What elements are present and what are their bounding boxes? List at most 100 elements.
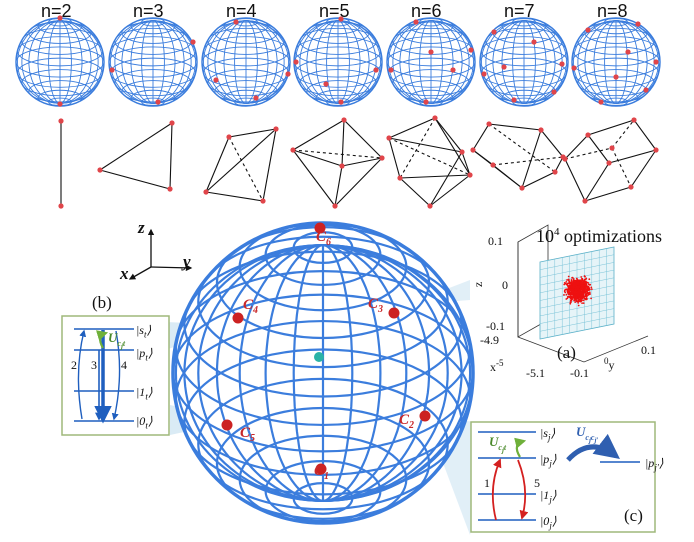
axis-y-label: y	[183, 252, 191, 271]
poly-vertex	[386, 135, 392, 141]
scatter-point	[588, 286, 590, 289]
scatter-point	[570, 299, 572, 302]
poly-vertex	[58, 203, 64, 209]
sphere-longitude	[153, 20, 196, 104]
scatter-point	[585, 285, 588, 287]
sphere-longitude	[431, 20, 470, 104]
poly-edge-hidden	[292, 149, 383, 159]
top-sphere-point	[625, 49, 631, 55]
poly-edge	[633, 119, 657, 151]
scatter-point	[574, 301, 577, 303]
top-sphere-point	[531, 39, 537, 45]
poly-edge	[521, 129, 542, 189]
poly-edge	[584, 162, 610, 202]
scatter-point	[571, 289, 574, 291]
panel-a-x-label: x-5	[490, 358, 504, 374]
poly-edge-hidden	[388, 137, 471, 176]
scatter-point	[567, 282, 570, 285]
top-sphere-point	[511, 97, 517, 103]
panel-a-ytick-1: -0.1	[570, 366, 589, 380]
top-sphere-point	[373, 67, 379, 73]
scatter-point	[566, 279, 568, 281]
scatter-point	[579, 287, 582, 290]
poly-edge	[608, 149, 657, 164]
main-sphere	[171, 221, 475, 525]
sphere-longitude	[214, 20, 246, 104]
sphere-longitude	[17, 20, 60, 104]
point-label-c5: C5	[240, 425, 256, 444]
poly-vertex	[290, 147, 296, 153]
panel-b-level-s: |st⟩	[136, 323, 152, 340]
panel-b-coupling-ring	[95, 330, 109, 349]
scatter-point	[570, 279, 573, 282]
panel-c-level-0: |0j⟩	[540, 514, 557, 531]
poly-edge	[99, 169, 171, 190]
sphere-longitude	[492, 20, 524, 104]
poly-vertex	[562, 156, 568, 162]
poly-edge	[205, 136, 230, 193]
scatter-point	[571, 276, 574, 279]
top-sphere-point	[450, 67, 456, 73]
polytope-n7	[472, 123, 564, 189]
panel-b-arrow-label-3: 3	[91, 358, 97, 372]
scatter-point	[573, 295, 576, 298]
poly-edge	[429, 151, 463, 207]
panel-a-ztick-top: 0.1	[488, 234, 503, 248]
poly-vertex	[582, 198, 588, 204]
poly-edge	[564, 158, 586, 202]
panel-b-level-p: |pt⟩	[136, 346, 153, 363]
scatter-point	[584, 282, 587, 285]
sphere-longitude	[215, 244, 324, 502]
top-sphere-n8	[571, 17, 661, 107]
poly-edge	[99, 122, 173, 171]
panel-b-coupling-label: Ucjt	[108, 330, 126, 351]
top-sphere-n5	[293, 17, 383, 107]
scatter-point	[571, 298, 574, 300]
top-sphere-point	[551, 89, 557, 95]
scatter-point	[572, 287, 575, 289]
scatter-point	[567, 275, 570, 278]
sphere-longitude	[338, 20, 381, 104]
poly-vertex	[58, 118, 64, 124]
scatter-point	[580, 276, 583, 278]
scatter-point	[585, 292, 588, 295]
scatter-point	[586, 290, 588, 293]
top-sphere-point	[643, 87, 649, 93]
scatter-point	[579, 298, 582, 301]
axis-y-arrow	[150, 264, 193, 272]
scatter-point	[581, 291, 583, 293]
panel-c-level-p: |pj⟩	[540, 452, 557, 469]
sphere-longitude	[338, 20, 361, 104]
scatter-point	[581, 284, 584, 287]
poly-edge	[341, 157, 383, 167]
scatter-point	[567, 290, 570, 293]
poly-edge	[630, 149, 657, 188]
sphere-longitude	[246, 20, 285, 104]
poly-vertex	[490, 162, 496, 168]
poly-edge	[334, 165, 343, 207]
top-sphere-point	[653, 59, 659, 65]
top-sphere-point	[285, 71, 291, 77]
poly-edge-hidden	[564, 147, 613, 160]
sphere-longitude	[392, 20, 431, 104]
sphere-longitude	[37, 20, 60, 104]
top-sphere-point	[323, 81, 329, 87]
panel-a-plane-gridline	[539, 308, 615, 324]
scatter-point	[573, 285, 576, 288]
top-sphere-n3	[108, 17, 198, 107]
sphere-longitude	[524, 20, 567, 104]
label-n2: n=2	[41, 1, 72, 21]
scatter-point	[581, 294, 584, 297]
poly-vertex	[467, 172, 473, 178]
sphere-longitude	[110, 20, 153, 104]
scatter-point	[575, 277, 578, 280]
sphere-longitude	[322, 244, 382, 502]
point-c4	[232, 312, 244, 324]
scatter-point	[571, 285, 573, 288]
sphere-longitude	[60, 20, 72, 104]
scatter-point	[568, 293, 570, 296]
panel-c-coupling-ring-left	[514, 437, 527, 458]
sphere-longitude	[246, 20, 258, 104]
scatter-point	[571, 296, 574, 299]
